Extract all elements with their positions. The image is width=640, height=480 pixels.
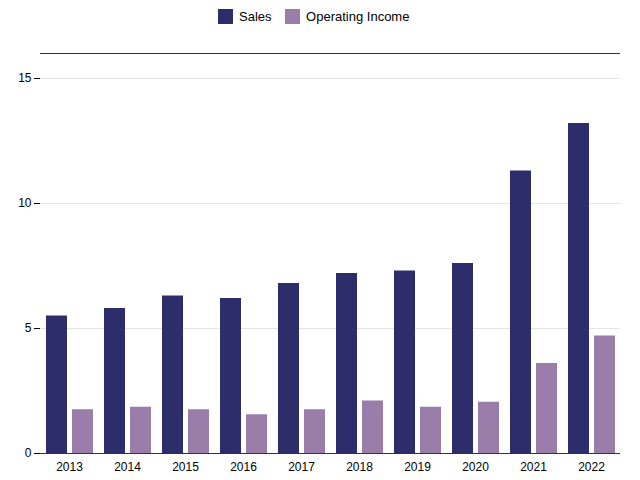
- svg-text:2016: 2016: [230, 460, 257, 474]
- svg-text:2015: 2015: [172, 460, 199, 474]
- svg-text:2014: 2014: [114, 460, 141, 474]
- html-text:Sales: Sales: [239, 9, 272, 24]
- svg-text:0: 0: [25, 446, 32, 460]
- svg-text:2018: 2018: [346, 460, 373, 474]
- svg-text:2017: 2017: [288, 460, 315, 474]
- svg-text:2013: 2013: [56, 460, 83, 474]
- svg-text:2021: 2021: [520, 460, 547, 474]
- svg-text:10: 10: [18, 196, 32, 210]
- svg-text:2020: 2020: [462, 460, 489, 474]
- svg-text:2019: 2019: [404, 460, 431, 474]
- svg-text:15: 15: [18, 71, 32, 85]
- svg-text:2022: 2022: [578, 460, 605, 474]
- svg-text:5: 5: [25, 321, 32, 335]
- html-text:Operating Income: Operating Income: [306, 9, 410, 24]
